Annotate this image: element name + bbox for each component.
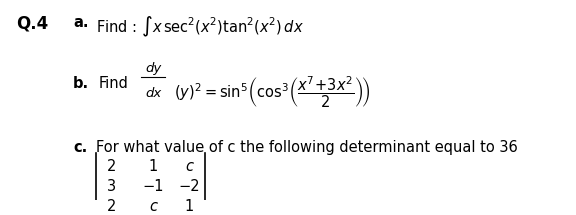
- Text: Find : $\int x\,\mathrm{sec}^2(x^2)\mathrm{tan}^2(x^2)\,dx$: Find : $\int x\,\mathrm{sec}^2(x^2)\math…: [96, 15, 304, 39]
- Text: $(y)^2 = \sin^5\!\left(\cos^3\!\left(\dfrac{x^7\!+\!3x^2}{2}\right)\!\right)$: $(y)^2 = \sin^5\!\left(\cos^3\!\left(\df…: [174, 74, 370, 110]
- Text: Find: Find: [99, 77, 129, 91]
- Text: a.: a.: [73, 15, 89, 30]
- Text: −2: −2: [179, 179, 200, 194]
- Text: c.: c.: [73, 140, 88, 155]
- Text: dx: dx: [145, 88, 161, 100]
- Text: 2: 2: [107, 199, 116, 214]
- Text: 3: 3: [107, 179, 116, 194]
- Text: For what value of c the following determinant equal to 36: For what value of c the following determ…: [96, 140, 518, 155]
- Text: Q.4: Q.4: [16, 15, 48, 33]
- Text: b.: b.: [73, 77, 89, 91]
- Text: 2: 2: [107, 159, 116, 174]
- Text: c: c: [149, 199, 157, 214]
- Text: −1: −1: [142, 179, 164, 194]
- Text: c: c: [185, 159, 194, 174]
- Text: 1: 1: [149, 159, 158, 174]
- Text: 1: 1: [185, 199, 194, 214]
- Text: dy: dy: [145, 61, 161, 75]
